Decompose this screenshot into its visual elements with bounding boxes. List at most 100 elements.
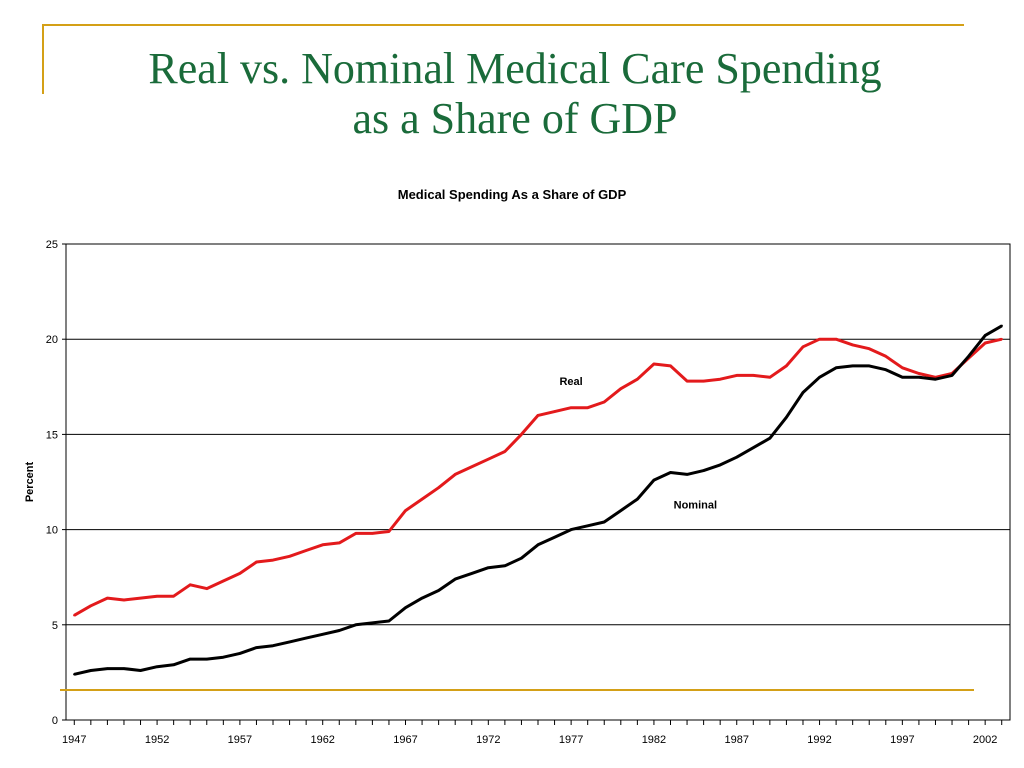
slide-title-line1: Real vs. Nominal Medical Care Spending [148,44,882,93]
point-nominal-2002 [983,334,987,337]
y-tick-label-20: 20 [46,334,58,346]
point-nominal-1985 [702,469,705,472]
point-real-1995 [868,347,871,350]
point-nominal-1952 [155,665,159,668]
x-tick-label-1972: 1972 [476,734,500,746]
point-nominal-1998 [917,376,921,379]
point-nominal-1975 [536,543,540,547]
point-nominal-1960 [288,640,291,644]
point-nominal-1992 [818,376,821,379]
point-nominal-1976 [553,536,556,539]
point-nominal-1948 [89,669,93,672]
x-tick-label-1977: 1977 [559,734,583,746]
point-nominal-1951 [139,669,142,672]
point-nominal-2001 [967,355,970,358]
point-nominal-1981 [636,497,639,501]
point-nominal-1962 [321,633,324,636]
point-real-1963 [338,541,341,545]
point-real-1968 [420,497,424,501]
point-nominal-1980 [619,509,623,512]
chart-title: Medical Spending As a Share of GDP [397,187,627,202]
point-real-1958 [255,560,258,564]
point-real-1978 [586,406,589,409]
point-nominal-1964 [354,623,358,626]
point-real-1970 [453,473,457,476]
y-tick-label-0: 0 [52,715,58,727]
x-tick-label-1997: 1997 [890,734,914,746]
point-nominal-1947 [73,673,76,676]
x-tick-label-1952: 1952 [145,734,169,746]
point-real-1997 [901,366,904,369]
point-nominal-1961 [304,636,308,640]
point-nominal-1967 [404,606,407,609]
point-real-1992 [818,338,821,341]
point-real-1979 [603,400,606,404]
series-label-nominal: Nominal [674,500,717,512]
point-real-1966 [387,530,391,533]
point-real-1985 [702,379,705,383]
point-nominal-1949 [106,667,109,670]
point-real-1957 [238,572,242,575]
x-tick-label-1962: 1962 [310,734,334,746]
point-real-1993 [834,338,838,341]
point-nominal-1969 [437,589,440,592]
point-nominal-1958 [255,646,258,649]
x-tick-label-1987: 1987 [724,734,748,746]
point-real-1976 [553,410,556,413]
point-real-1988 [752,374,755,377]
point-nominal-1950 [122,667,126,670]
point-real-1990 [785,364,788,368]
point-real-1975 [536,414,540,417]
y-tick-label-5: 5 [52,620,58,632]
point-real-1949 [106,596,109,600]
slide-title-line2: as a Share of GDP [352,94,678,143]
point-real-1961 [304,549,308,552]
point-nominal-1954 [189,657,192,661]
point-real-1947 [73,614,76,617]
point-real-1973 [503,450,507,453]
point-real-1980 [619,387,623,390]
point-real-1986 [718,377,722,381]
point-real-1983 [669,364,672,368]
point-real-1971 [470,465,473,468]
point-nominal-1994 [851,364,854,368]
point-real-1956 [222,579,225,583]
point-nominal-2003 [1000,324,1003,328]
point-real-1994 [851,343,854,347]
slide-title: Real vs. Nominal Medical Care Spending a… [50,44,980,144]
plot-area [65,243,1011,721]
point-real-1998 [917,372,921,375]
point-nominal-1987 [735,456,738,459]
y-tick-label-10: 10 [46,525,58,537]
point-real-1991 [801,345,805,349]
point-nominal-1963 [338,629,341,632]
point-nominal-1966 [387,619,391,623]
point-nominal-1978 [586,524,589,527]
point-nominal-1982 [652,478,656,482]
point-real-1984 [685,379,689,383]
point-nominal-1979 [603,520,606,524]
point-nominal-1988 [752,446,755,449]
point-real-1967 [404,509,407,512]
point-nominal-1974 [520,556,523,560]
point-nominal-1995 [868,364,871,368]
point-real-1960 [288,555,291,558]
point-nominal-1953 [172,663,175,666]
point-nominal-1986 [718,463,722,467]
point-real-1982 [652,362,656,366]
point-real-1996 [884,355,887,358]
point-real-1959 [271,558,275,562]
x-tick-label-1947: 1947 [62,734,86,746]
point-nominal-1977 [569,528,573,531]
series-label-real: Real [559,376,582,388]
accent-rule-top [42,24,964,26]
point-real-1951 [139,596,142,600]
point-nominal-1997 [901,376,904,379]
x-tick-label-1957: 1957 [228,734,252,746]
point-real-1987 [735,374,738,377]
point-nominal-1956 [222,655,225,659]
point-nominal-1991 [801,391,805,394]
point-real-1954 [189,583,192,587]
point-real-2003 [1000,338,1003,341]
point-real-1955 [205,587,208,590]
